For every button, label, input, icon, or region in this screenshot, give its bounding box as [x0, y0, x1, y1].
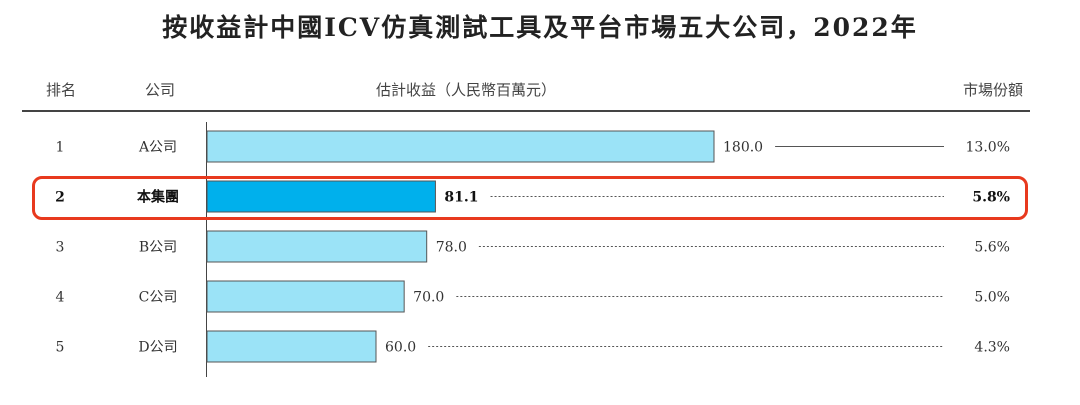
value-label: 60.0 — [385, 340, 416, 356]
bar — [206, 280, 405, 313]
value-label: 78.0 — [436, 240, 467, 256]
bar — [206, 330, 377, 363]
category-axis-line — [206, 122, 207, 377]
rank-label: 1 — [56, 140, 65, 156]
rank-label: 3 — [56, 240, 65, 256]
value-label: 81.1 — [444, 190, 478, 206]
market-share-label: 5.6% — [974, 240, 1010, 256]
bar — [206, 230, 428, 263]
highlight-box — [32, 176, 1028, 220]
market-share-label: 5.0% — [974, 290, 1010, 306]
header-rule — [22, 110, 1030, 112]
rank-label: 5 — [56, 340, 65, 356]
bar — [206, 130, 715, 163]
market-share-label: 4.3% — [974, 340, 1010, 356]
market-share-header: 市場份額 — [963, 81, 1024, 99]
value-label: 70.0 — [413, 290, 444, 306]
bar — [206, 180, 436, 213]
market-share-label: 5.8% — [972, 190, 1010, 206]
company-header: 公司 — [145, 81, 176, 99]
rank-header: 排名 — [46, 81, 77, 99]
chart-title: 按收益計中國ICV仿真測試工具及平台市場五大公司，2022年 — [162, 13, 918, 42]
value-label: 180.0 — [723, 140, 763, 156]
revenue-header: 估計收益（人民幣百萬元） — [376, 81, 557, 99]
category-label: 本集團 — [137, 189, 179, 206]
rank-label: 2 — [55, 190, 65, 206]
category-label: A公司 — [138, 140, 177, 156]
category-label: D公司 — [138, 340, 177, 356]
market-share-label: 13.0% — [966, 140, 1010, 156]
rank-label: 4 — [56, 290, 65, 306]
category-label: B公司 — [139, 240, 177, 256]
category-label: C公司 — [139, 290, 178, 306]
